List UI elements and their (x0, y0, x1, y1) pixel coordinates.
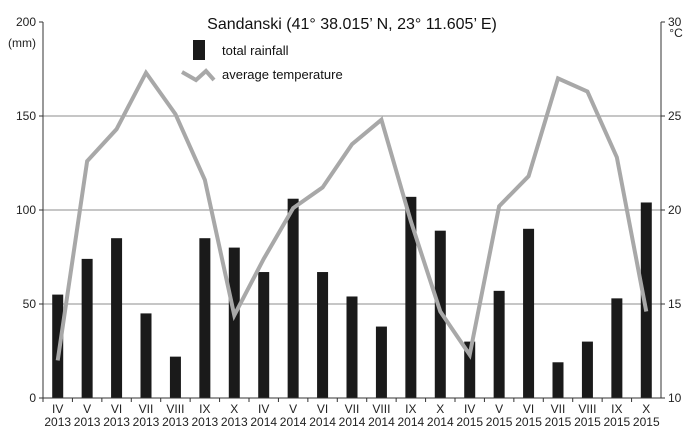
legend: total rainfall average temperature (181, 40, 343, 83)
rainfall-bar (346, 296, 358, 398)
x-tick-label-month: V (495, 402, 503, 416)
x-tick-label-month: VIII (578, 402, 596, 416)
x-tick-label-year: 2013 (162, 415, 189, 429)
legend-line-swatch (181, 68, 216, 83)
left-tick-label: 50 (23, 297, 37, 311)
x-tick-label-year: 2014 (427, 415, 454, 429)
x-tick-label-year: 2015 (574, 415, 601, 429)
legend-label-temperature: average temperature (222, 67, 343, 82)
rainfall-bar (111, 238, 123, 398)
x-tick-label-month: VI (317, 402, 328, 416)
x-tick-label-month: IX (405, 402, 416, 416)
rainfall-bar (52, 294, 64, 398)
left-tick-label: 100 (16, 203, 36, 217)
x-tick-label-month: VII (345, 402, 360, 416)
temperature-line (55, 68, 649, 361)
left-axis-ticks: 0 50 100 150 200 (16, 15, 43, 405)
x-tick-label-month: V (83, 402, 91, 416)
rainfall-bar (199, 238, 211, 398)
right-tick-label: 15 (668, 297, 682, 311)
rainfall-bar (287, 198, 299, 398)
left-tick-label: 150 (16, 109, 36, 123)
x-tick-label-month: IX (611, 402, 622, 416)
rainfall-bar (464, 341, 476, 398)
temperature-series-line (55, 68, 649, 361)
x-tick-label-year: 2014 (339, 415, 366, 429)
x-tick-label-year: 2015 (604, 415, 631, 429)
x-tick-label-year: 2015 (456, 415, 483, 429)
chart-title: Sandanski (41° 38.015’ N, 23° 11.605’ E) (207, 16, 497, 33)
rainfall-bar (169, 356, 181, 398)
right-tick-label: 25 (668, 109, 682, 123)
legend-label-rainfall: total rainfall (222, 43, 289, 58)
x-tick-label-year: 2015 (633, 415, 660, 429)
x-tick-label-year: 2013 (74, 415, 101, 429)
x-tick-label-year: 2014 (309, 415, 336, 429)
left-tick-label: 200 (16, 15, 36, 29)
x-tick-label-month: VI (111, 402, 122, 416)
rainfall-bar (405, 196, 417, 398)
x-tick-label-year: 2013 (221, 415, 248, 429)
x-tick-label-month: VI (523, 402, 534, 416)
legend-bar-swatch (193, 40, 205, 60)
rainfall-bar (581, 341, 593, 398)
right-tick-label: 10 (668, 391, 682, 405)
x-tick-label-month: V (289, 402, 297, 416)
rainfall-bar (523, 228, 535, 398)
right-tick-label: 20 (668, 203, 682, 217)
right-axis-unit: °C (669, 26, 683, 40)
x-tick-label-month: VII (139, 402, 154, 416)
x-tick-label-month: IX (199, 402, 210, 416)
x-tick-label-year: 2013 (133, 415, 160, 429)
x-tick-label-year: 2013 (44, 415, 71, 429)
x-tick-label-year: 2015 (515, 415, 542, 429)
rainfall-bar (493, 290, 505, 398)
rainfall-bar (552, 362, 564, 398)
rainfall-bar (375, 326, 387, 398)
left-axis-unit: (mm) (8, 36, 36, 50)
x-tick-label-month: IV (258, 402, 269, 416)
x-tick-label-month: IV (464, 402, 475, 416)
x-axis-ticks: IV2013V2013VI2013VII2013VIII2013IX2013X2… (42, 398, 660, 429)
x-tick-label-year: 2014 (280, 415, 307, 429)
x-tick-label-month: VIII (372, 402, 390, 416)
rainfall-bar (228, 247, 240, 398)
rainfall-bar (81, 258, 93, 398)
x-tick-label-year: 2015 (486, 415, 513, 429)
rainfall-bar (140, 313, 152, 398)
right-tick-label: 30 (668, 15, 682, 29)
left-tick-label: 0 (29, 391, 36, 405)
x-tick-label-month: X (642, 402, 650, 416)
x-tick-label-year: 2015 (545, 415, 572, 429)
x-tick-label-month: VII (551, 402, 566, 416)
rainfall-bar (640, 202, 652, 398)
x-tick-label-year: 2014 (398, 415, 425, 429)
x-tick-label-year: 2014 (250, 415, 277, 429)
rainfall-bar (611, 298, 623, 398)
x-tick-label-month: IV (52, 402, 63, 416)
x-tick-label-year: 2014 (368, 415, 395, 429)
rainfall-bars (52, 196, 652, 398)
rainfall-bar (317, 272, 329, 398)
x-tick-label-month: X (230, 402, 238, 416)
rainfall-bar (258, 272, 270, 398)
x-tick-label-month: X (436, 402, 444, 416)
right-axis-ticks: 10 15 20 25 30 (661, 15, 682, 405)
x-tick-label-month: VIII (166, 402, 184, 416)
x-tick-label-year: 2013 (192, 415, 219, 429)
x-tick-label-year: 2013 (103, 415, 130, 429)
